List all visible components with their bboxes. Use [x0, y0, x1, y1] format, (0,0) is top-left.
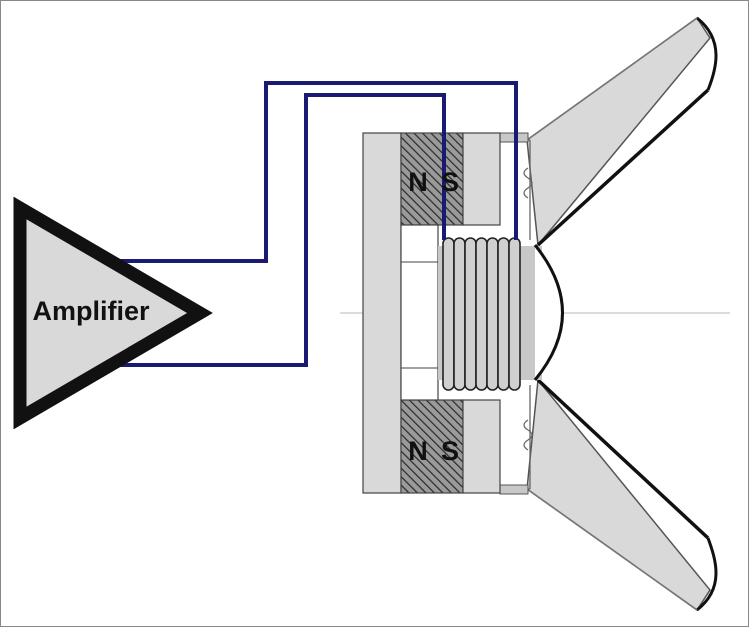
- pole-piece-gap: [400, 224, 439, 401]
- dust-cap: [533, 244, 564, 381]
- voice-coil: [442, 237, 521, 391]
- wire-negative: [115, 93, 446, 367]
- top-plate-upper: [462, 132, 501, 226]
- wire-positive: [115, 81, 518, 263]
- signal-wires: [115, 81, 518, 367]
- magnet-assembly: [362, 132, 501, 494]
- cone-top: [526, 16, 718, 247]
- top-plate-lower: [462, 399, 501, 494]
- amplifier: Amplifier: [13, 196, 213, 430]
- magnet-bottom-north-label: N: [408, 436, 428, 466]
- magnet-top-south-label: S: [441, 167, 459, 197]
- amplifier-label: Amplifier: [32, 296, 150, 326]
- magnet-top-north-label: N: [408, 167, 428, 197]
- basket-bottom-stub: [499, 484, 529, 495]
- magnet-bottom-south-label: S: [441, 436, 459, 466]
- cone-bottom: [526, 378, 718, 612]
- back-plate: [362, 132, 402, 494]
